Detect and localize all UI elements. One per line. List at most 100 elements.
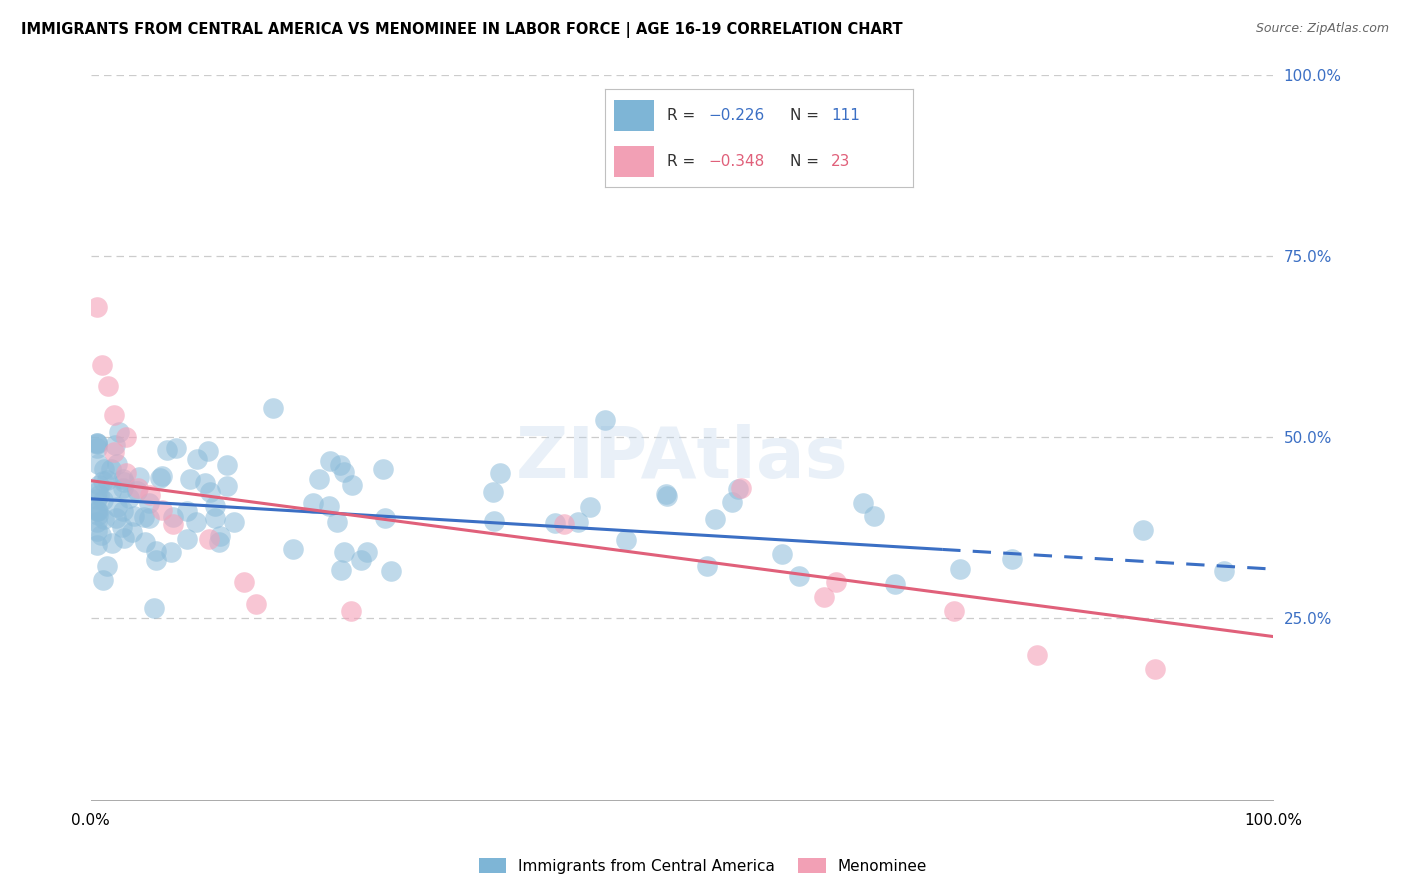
- Point: [138, 495, 160, 509]
- Point: [127, 481, 149, 495]
- Point: [374, 510, 396, 524]
- Point: [884, 576, 907, 591]
- Point: [86, 504, 108, 518]
- Point: [484, 514, 506, 528]
- Point: [112, 504, 135, 518]
- Point: [87, 478, 110, 492]
- Point: [302, 496, 325, 510]
- Point: [1001, 552, 1024, 566]
- Point: [112, 475, 135, 489]
- Point: [489, 466, 512, 480]
- Point: [100, 484, 122, 499]
- Point: [179, 472, 201, 486]
- Point: [727, 482, 749, 496]
- Point: [614, 533, 637, 548]
- Point: [209, 529, 232, 543]
- Point: [245, 597, 267, 611]
- Legend: Immigrants from Central America, Menominee: Immigrants from Central America, Menomin…: [472, 852, 934, 880]
- Point: [186, 451, 208, 466]
- Point: [579, 500, 602, 514]
- Point: [200, 485, 222, 500]
- Point: [308, 472, 330, 486]
- Point: [943, 604, 966, 618]
- Point: [86, 485, 108, 500]
- Point: [371, 461, 394, 475]
- Point: [86, 524, 108, 538]
- Point: [204, 499, 226, 513]
- Point: [198, 532, 221, 546]
- Point: [162, 509, 184, 524]
- Point: [197, 444, 219, 458]
- Point: [194, 476, 217, 491]
- Text: Source: ZipAtlas.com: Source: ZipAtlas.com: [1256, 22, 1389, 36]
- Point: [332, 465, 354, 479]
- Point: [100, 462, 122, 476]
- Point: [118, 491, 141, 505]
- Point: [86, 502, 108, 516]
- Point: [1132, 524, 1154, 538]
- Point: [107, 425, 129, 440]
- Point: [111, 472, 134, 486]
- Point: [1025, 648, 1047, 662]
- Point: [87, 488, 110, 502]
- Point: [567, 515, 589, 529]
- Point: [105, 457, 128, 471]
- Point: [87, 458, 110, 472]
- Point: [862, 508, 884, 523]
- Text: IMMIGRANTS FROM CENTRAL AMERICA VS MENOMINEE IN LABOR FORCE | AGE 16-19 CORRELAT: IMMIGRANTS FROM CENTRAL AMERICA VS MENOM…: [21, 22, 903, 38]
- Point: [319, 454, 342, 468]
- Point: [326, 515, 349, 529]
- Point: [105, 510, 128, 524]
- Point: [86, 300, 108, 314]
- Point: [93, 512, 115, 526]
- Point: [262, 401, 284, 416]
- Point: [655, 489, 678, 503]
- Point: [318, 499, 340, 513]
- Point: [150, 469, 173, 483]
- Point: [215, 479, 238, 493]
- Point: [730, 481, 752, 495]
- Point: [224, 515, 246, 529]
- Point: [380, 564, 402, 578]
- Point: [721, 495, 744, 509]
- Text: ZIPAtlas: ZIPAtlas: [516, 425, 848, 493]
- Point: [86, 442, 108, 456]
- Point: [90, 527, 112, 541]
- Point: [101, 536, 124, 550]
- Point: [87, 504, 110, 518]
- Point: [852, 496, 875, 510]
- Point: [124, 509, 146, 524]
- Point: [165, 442, 187, 456]
- Point: [159, 545, 181, 559]
- Point: [127, 484, 149, 499]
- Point: [329, 458, 352, 472]
- Point: [86, 436, 108, 450]
- Point: [86, 515, 108, 529]
- Point: [86, 491, 108, 506]
- Point: [91, 493, 114, 508]
- Point: [162, 517, 184, 532]
- Point: [115, 467, 138, 481]
- Point: [150, 502, 173, 516]
- Point: [96, 473, 118, 487]
- Point: [156, 443, 179, 458]
- Point: [1213, 564, 1236, 578]
- Point: [93, 462, 115, 476]
- Point: [128, 470, 150, 484]
- Point: [104, 438, 127, 452]
- Point: [789, 568, 811, 582]
- Point: [91, 358, 114, 372]
- Point: [340, 604, 363, 618]
- Point: [115, 430, 138, 444]
- Point: [824, 575, 846, 590]
- Point: [91, 573, 114, 587]
- Point: [176, 504, 198, 518]
- Point: [481, 485, 503, 500]
- Point: [139, 488, 162, 502]
- Point: [111, 520, 134, 534]
- Point: [770, 547, 793, 561]
- Point: [112, 532, 135, 546]
- Point: [121, 525, 143, 540]
- Point: [145, 553, 167, 567]
- Point: [138, 510, 160, 524]
